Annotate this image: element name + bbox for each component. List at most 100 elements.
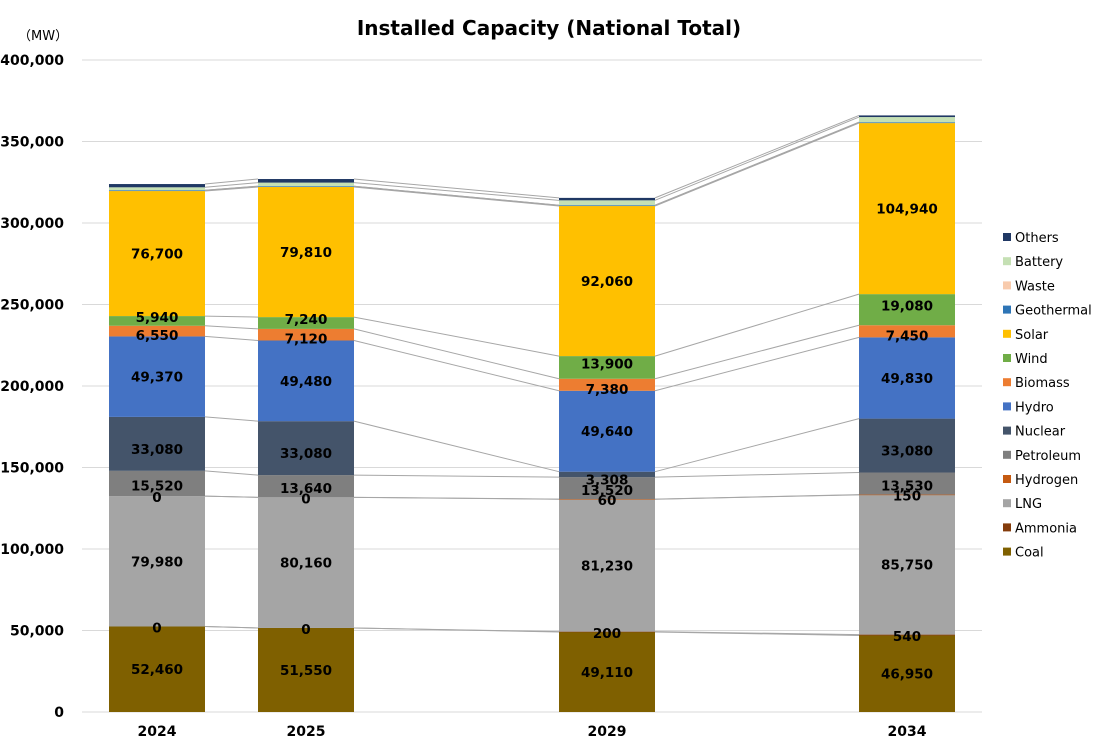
- connector-line: [353, 178, 560, 199]
- data-label: 46,950: [881, 667, 933, 683]
- legend-label: Coal: [1015, 546, 1044, 561]
- data-label: 79,980: [131, 554, 183, 570]
- data-label: 0: [301, 491, 310, 507]
- bar-segment: [559, 471, 655, 478]
- y-tick-label: 400,000: [0, 53, 64, 69]
- bar-segment: [559, 197, 655, 201]
- connector-line: [353, 420, 560, 473]
- data-label: 51,550: [280, 663, 332, 679]
- legend-label: Ammonia: [1015, 521, 1077, 536]
- bar-segment: [859, 494, 955, 496]
- axes: Installed Capacity (National Total) （MW）…: [0, 16, 927, 740]
- connector-line: [654, 631, 860, 636]
- connector-lines: [204, 114, 860, 636]
- data-label: 0: [152, 620, 161, 636]
- connector-line: [353, 627, 560, 633]
- connector-line: [353, 186, 560, 207]
- data-label: 60: [598, 493, 617, 509]
- x-tick-label: 2029: [588, 724, 627, 740]
- data-label: 13,640: [280, 481, 332, 497]
- data-label: 49,480: [280, 374, 332, 390]
- connector-line: [204, 335, 259, 342]
- bar-segment: [859, 634, 955, 636]
- legend-swatch: [1003, 354, 1011, 362]
- data-label: 79,810: [280, 245, 332, 261]
- data-label: 85,750: [881, 558, 933, 574]
- legend-label: Biomass: [1015, 376, 1070, 391]
- legend-swatch: [1003, 257, 1011, 266]
- connector-line: [353, 496, 560, 500]
- bar-segment: [109, 626, 205, 712]
- bar-segment: [859, 115, 955, 118]
- data-label: 7,120: [285, 332, 328, 348]
- legend-swatch: [1003, 426, 1011, 435]
- legend-label: Hydro: [1015, 400, 1054, 415]
- connector-line: [654, 114, 860, 199]
- x-tick-label: 2034: [888, 724, 927, 740]
- legend-swatch: [1003, 281, 1011, 290]
- bar-segment: [859, 635, 955, 712]
- bar-segment: [559, 206, 655, 357]
- data-label: 6,550: [136, 328, 179, 344]
- legend-swatch: [1003, 499, 1011, 508]
- bar-segment: [859, 294, 955, 326]
- connector-line: [654, 336, 860, 392]
- legend-swatch: [1003, 378, 1011, 387]
- bar-segment: [258, 340, 354, 422]
- bar-segment: [559, 499, 655, 632]
- bar-segment: [258, 317, 354, 329]
- connector-line: [654, 121, 860, 206]
- bar-segment: [859, 494, 955, 635]
- data-label: 49,110: [581, 665, 633, 681]
- y-tick-label: 0: [54, 705, 64, 721]
- bar-segment: [258, 179, 354, 183]
- bar-segment: [559, 631, 655, 712]
- bar-segment: [559, 200, 655, 206]
- bar-segment: [109, 190, 205, 192]
- data-label: 92,060: [581, 274, 633, 290]
- bar-segment: [109, 470, 205, 497]
- legend-label: Petroleum: [1015, 449, 1081, 464]
- connector-line: [353, 182, 560, 201]
- bars: [109, 115, 955, 712]
- legend-label: Battery: [1015, 255, 1063, 270]
- bar-segment: [859, 418, 955, 473]
- legend-swatch: [1003, 329, 1011, 338]
- connector-line: [353, 474, 560, 478]
- connector-line: [204, 178, 259, 185]
- bar-segment: [559, 378, 655, 391]
- y-tick-label: 350,000: [0, 135, 64, 151]
- legend-swatch: [1003, 402, 1011, 411]
- connector-line: [654, 122, 860, 207]
- x-tick-label: 2025: [287, 724, 326, 740]
- bar-segment: [109, 184, 205, 188]
- legend-label: Others: [1015, 231, 1059, 246]
- data-labels: 52,460 51,550 49,110 46,950 0 0 200 540 79,980 80…: [131, 202, 938, 683]
- y-tick-label: 250,000: [0, 298, 64, 314]
- data-label: 13,520: [581, 483, 633, 499]
- gridlines: [82, 59, 982, 713]
- data-label: 33,080: [280, 446, 332, 462]
- bar-segment: [559, 477, 655, 500]
- connector-line: [204, 186, 259, 192]
- legend-label: Nuclear: [1015, 425, 1066, 440]
- data-label: 200: [593, 626, 621, 642]
- x-tick-label: 2024: [138, 724, 177, 740]
- data-label: 540: [893, 629, 921, 645]
- connector-line: [204, 325, 259, 330]
- bar-segment: [859, 325, 955, 338]
- data-label: 15,520: [131, 478, 183, 494]
- legend-swatch: [1003, 523, 1011, 532]
- bar-segment: [559, 631, 655, 633]
- bar-segment: [258, 186, 354, 188]
- connector-line: [204, 182, 259, 188]
- connector-line: [204, 416, 259, 422]
- connector-line: [654, 293, 860, 357]
- data-label: 81,230: [581, 558, 633, 574]
- y-tick-label: 200,000: [0, 379, 64, 395]
- data-label: 76,700: [131, 247, 183, 263]
- chart-title: Installed Capacity (National Total): [357, 16, 741, 40]
- bar-segment: [859, 122, 955, 124]
- data-label: 80,160: [280, 556, 332, 572]
